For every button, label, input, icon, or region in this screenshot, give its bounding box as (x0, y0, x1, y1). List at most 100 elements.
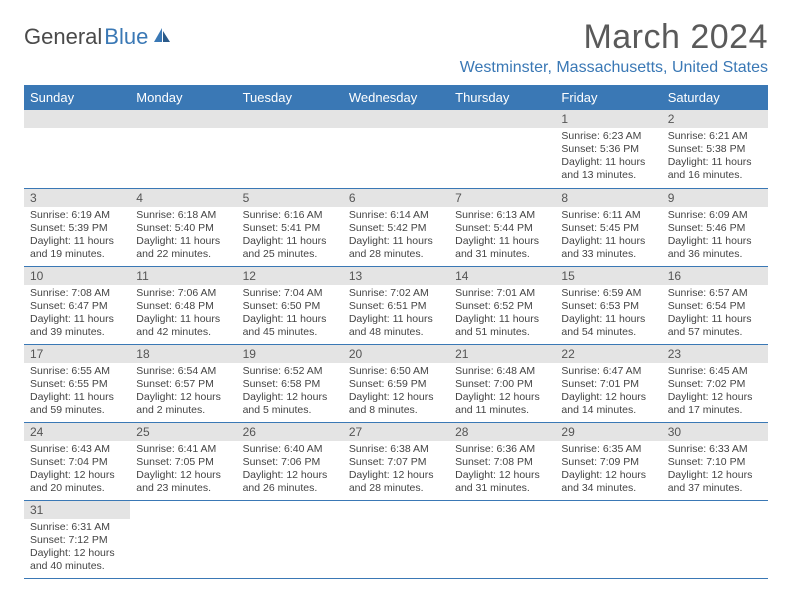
day-header: Saturday (662, 85, 768, 110)
calendar-cell: 21Sunrise: 6:48 AMSunset: 7:00 PMDayligh… (449, 344, 555, 422)
day-details: Sunrise: 6:52 AMSunset: 6:58 PMDaylight:… (237, 363, 343, 422)
calendar-week: 31Sunrise: 6:31 AMSunset: 7:12 PMDayligh… (24, 500, 768, 578)
calendar-week: 3Sunrise: 6:19 AMSunset: 5:39 PMDaylight… (24, 188, 768, 266)
sunset-text: Sunset: 6:47 PM (30, 300, 124, 313)
daylight-text: Daylight: 12 hours and 37 minutes. (668, 469, 762, 495)
day-number: 26 (237, 423, 343, 441)
day-details: Sunrise: 7:04 AMSunset: 6:50 PMDaylight:… (237, 285, 343, 344)
calendar-cell (449, 500, 555, 578)
day-header: Tuesday (237, 85, 343, 110)
day-details: Sunrise: 6:19 AMSunset: 5:39 PMDaylight:… (24, 207, 130, 266)
sunset-text: Sunset: 7:02 PM (668, 378, 762, 391)
daylight-text: Daylight: 11 hours and 19 minutes. (30, 235, 124, 261)
empty-daynum (24, 110, 130, 128)
daylight-text: Daylight: 11 hours and 13 minutes. (561, 156, 655, 182)
day-number: 4 (130, 189, 236, 207)
day-number: 2 (662, 110, 768, 128)
day-details: Sunrise: 6:13 AMSunset: 5:44 PMDaylight:… (449, 207, 555, 266)
day-details: Sunrise: 6:55 AMSunset: 6:55 PMDaylight:… (24, 363, 130, 422)
calendar-cell (449, 110, 555, 188)
sail-icon (152, 26, 172, 49)
day-details: Sunrise: 6:45 AMSunset: 7:02 PMDaylight:… (662, 363, 768, 422)
day-header-row: SundayMondayTuesdayWednesdayThursdayFrid… (24, 85, 768, 110)
calendar-week: 17Sunrise: 6:55 AMSunset: 6:55 PMDayligh… (24, 344, 768, 422)
sunset-text: Sunset: 5:36 PM (561, 143, 655, 156)
day-number: 19 (237, 345, 343, 363)
day-number: 27 (343, 423, 449, 441)
calendar-table: SundayMondayTuesdayWednesdayThursdayFrid… (24, 85, 768, 579)
sunrise-text: Sunrise: 6:14 AM (349, 209, 443, 222)
calendar-cell: 22Sunrise: 6:47 AMSunset: 7:01 PMDayligh… (555, 344, 661, 422)
day-details: Sunrise: 6:35 AMSunset: 7:09 PMDaylight:… (555, 441, 661, 500)
daylight-text: Daylight: 12 hours and 34 minutes. (561, 469, 655, 495)
daylight-text: Daylight: 12 hours and 14 minutes. (561, 391, 655, 417)
sunset-text: Sunset: 5:42 PM (349, 222, 443, 235)
calendar-cell (662, 500, 768, 578)
day-details: Sunrise: 6:18 AMSunset: 5:40 PMDaylight:… (130, 207, 236, 266)
sunset-text: Sunset: 7:09 PM (561, 456, 655, 469)
sunrise-text: Sunrise: 6:41 AM (136, 443, 230, 456)
calendar-cell: 23Sunrise: 6:45 AMSunset: 7:02 PMDayligh… (662, 344, 768, 422)
sunrise-text: Sunrise: 6:18 AM (136, 209, 230, 222)
sunset-text: Sunset: 7:01 PM (561, 378, 655, 391)
calendar-cell: 2Sunrise: 6:21 AMSunset: 5:38 PMDaylight… (662, 110, 768, 188)
day-number: 12 (237, 267, 343, 285)
day-details: Sunrise: 6:47 AMSunset: 7:01 PMDaylight:… (555, 363, 661, 422)
sunrise-text: Sunrise: 6:52 AM (243, 365, 337, 378)
sunset-text: Sunset: 7:00 PM (455, 378, 549, 391)
sunset-text: Sunset: 7:06 PM (243, 456, 337, 469)
day-number: 11 (130, 267, 236, 285)
calendar-cell: 18Sunrise: 6:54 AMSunset: 6:57 PMDayligh… (130, 344, 236, 422)
day-number: 6 (343, 189, 449, 207)
empty-daynum (449, 110, 555, 128)
daylight-text: Daylight: 11 hours and 25 minutes. (243, 235, 337, 261)
month-title: March 2024 (460, 18, 768, 57)
sunset-text: Sunset: 5:40 PM (136, 222, 230, 235)
sunset-text: Sunset: 5:39 PM (30, 222, 124, 235)
sunrise-text: Sunrise: 6:54 AM (136, 365, 230, 378)
day-number: 8 (555, 189, 661, 207)
calendar-cell: 26Sunrise: 6:40 AMSunset: 7:06 PMDayligh… (237, 422, 343, 500)
calendar-cell: 16Sunrise: 6:57 AMSunset: 6:54 PMDayligh… (662, 266, 768, 344)
sunrise-text: Sunrise: 6:43 AM (30, 443, 124, 456)
calendar-week: 1Sunrise: 6:23 AMSunset: 5:36 PMDaylight… (24, 110, 768, 188)
sunset-text: Sunset: 7:10 PM (668, 456, 762, 469)
day-details: Sunrise: 6:54 AMSunset: 6:57 PMDaylight:… (130, 363, 236, 422)
sunrise-text: Sunrise: 6:59 AM (561, 287, 655, 300)
sunset-text: Sunset: 7:12 PM (30, 534, 124, 547)
sunrise-text: Sunrise: 6:19 AM (30, 209, 124, 222)
calendar-cell: 27Sunrise: 6:38 AMSunset: 7:07 PMDayligh… (343, 422, 449, 500)
day-number: 23 (662, 345, 768, 363)
day-details: Sunrise: 6:59 AMSunset: 6:53 PMDaylight:… (555, 285, 661, 344)
day-details: Sunrise: 6:40 AMSunset: 7:06 PMDaylight:… (237, 441, 343, 500)
empty-daynum (130, 110, 236, 128)
day-number: 28 (449, 423, 555, 441)
daylight-text: Daylight: 11 hours and 45 minutes. (243, 313, 337, 339)
sunrise-text: Sunrise: 7:08 AM (30, 287, 124, 300)
day-number: 17 (24, 345, 130, 363)
day-details: Sunrise: 7:02 AMSunset: 6:51 PMDaylight:… (343, 285, 449, 344)
day-number: 20 (343, 345, 449, 363)
calendar-cell: 14Sunrise: 7:01 AMSunset: 6:52 PMDayligh… (449, 266, 555, 344)
day-details: Sunrise: 6:50 AMSunset: 6:59 PMDaylight:… (343, 363, 449, 422)
calendar-cell: 20Sunrise: 6:50 AMSunset: 6:59 PMDayligh… (343, 344, 449, 422)
day-details: Sunrise: 6:48 AMSunset: 7:00 PMDaylight:… (449, 363, 555, 422)
daylight-text: Daylight: 12 hours and 31 minutes. (455, 469, 549, 495)
day-details: Sunrise: 6:11 AMSunset: 5:45 PMDaylight:… (555, 207, 661, 266)
day-number: 1 (555, 110, 661, 128)
daylight-text: Daylight: 11 hours and 59 minutes. (30, 391, 124, 417)
day-details: Sunrise: 6:57 AMSunset: 6:54 PMDaylight:… (662, 285, 768, 344)
day-number: 31 (24, 501, 130, 519)
day-details: Sunrise: 7:08 AMSunset: 6:47 PMDaylight:… (24, 285, 130, 344)
sunset-text: Sunset: 7:07 PM (349, 456, 443, 469)
sunrise-text: Sunrise: 6:16 AM (243, 209, 337, 222)
day-number: 14 (449, 267, 555, 285)
sunrise-text: Sunrise: 6:33 AM (668, 443, 762, 456)
sunset-text: Sunset: 5:44 PM (455, 222, 549, 235)
daylight-text: Daylight: 11 hours and 33 minutes. (561, 235, 655, 261)
sunrise-text: Sunrise: 6:36 AM (455, 443, 549, 456)
calendar-cell: 30Sunrise: 6:33 AMSunset: 7:10 PMDayligh… (662, 422, 768, 500)
calendar-cell (237, 500, 343, 578)
sunset-text: Sunset: 7:05 PM (136, 456, 230, 469)
daylight-text: Daylight: 11 hours and 22 minutes. (136, 235, 230, 261)
